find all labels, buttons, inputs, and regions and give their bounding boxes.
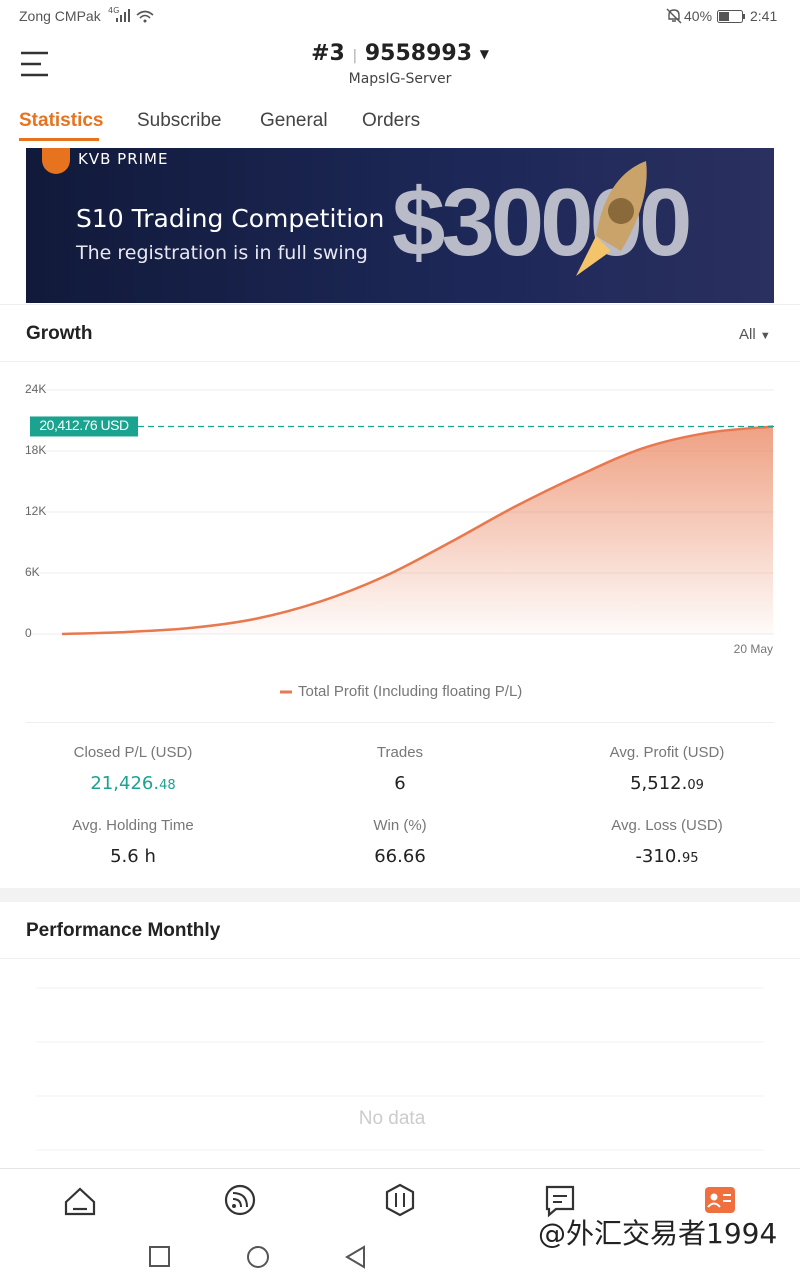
- banner-subtitle: The registration is in full swing: [76, 242, 368, 264]
- signal-icons: [116, 9, 154, 23]
- empty-chart-grid: [36, 987, 764, 1151]
- promo-banner[interactable]: KVB PRIME S10 Trading Competition The re…: [26, 148, 774, 303]
- y-tick-label: 24K: [25, 382, 46, 396]
- divider: [26, 722, 774, 723]
- growth-chart: 0 6K 12K 18K 24K 20 May 20,412.76 USD Total Pro…: [25, 382, 774, 700]
- y-tick-label: 12K: [25, 504, 46, 518]
- y-tick-label: 6K: [25, 565, 40, 579]
- stat-label: Closed P/L (USD): [73, 744, 193, 761]
- divider: [0, 361, 800, 362]
- empty-state: No data: [358, 1108, 426, 1129]
- brand-logo: [42, 148, 70, 174]
- stat-value: 5,512.09: [630, 773, 704, 794]
- nav-home[interactable]: [64, 1187, 96, 1216]
- y-tick-label: 18K: [25, 443, 46, 457]
- y-tick-label: 0: [25, 626, 32, 640]
- stats-grid: Closed P/L (USD) 21,426.48 Trades 6 Avg. Pro…: [0, 722, 800, 888]
- banner-title: S10 Trading Competition: [76, 204, 385, 233]
- divider: [0, 1168, 800, 1169]
- area-line: [61, 425, 774, 636]
- stat-value: 5.6 h: [110, 846, 156, 867]
- menu-button[interactable]: [20, 50, 50, 78]
- bottom-nav: [64, 1183, 735, 1269]
- nav-trade[interactable]: [385, 1183, 415, 1217]
- network: 4G: [108, 6, 120, 15]
- stat-label: Avg. Profit (USD): [609, 744, 725, 761]
- stat-label: Win (%): [373, 817, 427, 834]
- account-number: #3: [311, 41, 345, 66]
- tab-indicator: [19, 138, 99, 141]
- nav-messages[interactable]: [545, 1185, 575, 1218]
- annotation-label: 20,412.76 USD: [39, 417, 129, 433]
- range-selector[interactable]: All ▼: [739, 326, 771, 343]
- x-tick-label: 20 May: [734, 642, 773, 656]
- tab[interactable]: Orders: [362, 110, 421, 131]
- nav-signals[interactable]: [224, 1184, 256, 1216]
- tab[interactable]: Statistics: [19, 110, 104, 131]
- annotation-box: [30, 416, 138, 437]
- tab[interactable]: General: [260, 110, 328, 131]
- mute-icon: [666, 8, 682, 24]
- watermark: @外汇交易者1994: [538, 1217, 778, 1250]
- section-gap: [0, 888, 800, 902]
- divider: [0, 304, 800, 305]
- stat-value: 6: [394, 773, 406, 794]
- battery-icon: [717, 10, 745, 23]
- account-id: 9558993: [364, 41, 473, 66]
- brand-name: KVB PRIME: [78, 150, 169, 168]
- divider: [0, 958, 800, 959]
- stat-label: Avg. Holding Time: [72, 817, 194, 834]
- section-title: Growth: [26, 323, 93, 344]
- system-nav[interactable]: [149, 1245, 365, 1269]
- rocket-art: [576, 161, 647, 276]
- clock: 2:41: [750, 8, 778, 24]
- stat-label: Avg. Loss (USD): [611, 817, 723, 834]
- area-fill: [62, 426, 773, 634]
- stat-value: -310.95: [635, 846, 699, 867]
- stat-value: 21,426.48: [90, 773, 176, 794]
- legend-label: Total Profit (Including floating P/L): [298, 683, 522, 700]
- tab[interactable]: Subscribe: [137, 110, 222, 131]
- battery-level: 40%: [684, 8, 713, 24]
- account-title[interactable]: #3 | 9558993 ▼: [311, 41, 489, 66]
- stat-value: 66.66: [374, 846, 426, 867]
- section-title: Performance Monthly: [26, 920, 221, 941]
- stat-label: Trades: [376, 744, 424, 761]
- range-value: All: [739, 326, 756, 343]
- server-name: MapsIG-Server: [348, 71, 452, 87]
- carrier: Zong CMPak: [19, 8, 101, 24]
- nav-profile[interactable]: [705, 1187, 735, 1213]
